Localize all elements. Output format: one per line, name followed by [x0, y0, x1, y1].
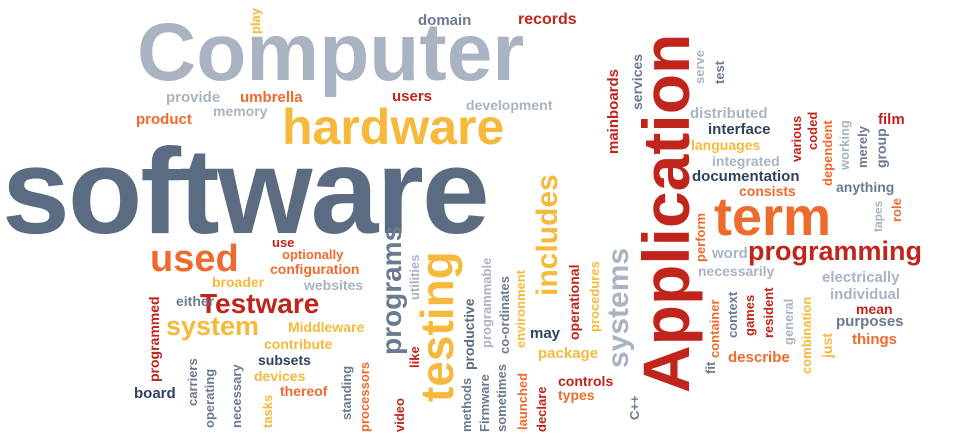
word-cpp: C++	[627, 395, 642, 420]
word-productive: productive	[461, 298, 477, 370]
word-thereof: thereof	[280, 383, 328, 399]
word-product: product	[136, 111, 192, 128]
word-sometimes: sometimes	[494, 364, 509, 432]
word-firmware: Firmware	[477, 374, 492, 432]
word-word: word	[712, 245, 748, 262]
word-mean: mean	[856, 301, 893, 317]
word-users: users	[392, 88, 433, 105]
word-documentation: documentation	[692, 168, 800, 185]
word-things: things	[852, 331, 897, 348]
word-environment: environment	[513, 269, 528, 348]
word-working: working	[837, 120, 852, 170]
word-games: games	[742, 294, 757, 336]
word-languages: languages	[691, 137, 761, 153]
word-combination: combination	[799, 296, 814, 374]
word-either: either	[176, 293, 215, 309]
word-launched: launched	[515, 372, 530, 430]
word-test: test	[712, 60, 727, 84]
word-film: film	[878, 111, 905, 128]
word-records: records	[518, 11, 577, 28]
word-anything: anything	[836, 179, 895, 195]
word-context: context	[725, 291, 740, 338]
word-operating: operating	[202, 368, 217, 428]
word-development: development	[466, 97, 553, 113]
word-standing: standing	[339, 365, 354, 420]
word-programs: programs	[376, 225, 407, 355]
word-testware: Testware	[200, 288, 320, 319]
word-middleware: Middleware	[288, 319, 365, 335]
word-devices: devices	[254, 368, 306, 384]
word-describe: describe	[728, 349, 790, 366]
word-subsets: subsets	[258, 352, 311, 368]
word-general: general	[781, 298, 796, 345]
word-system: system	[166, 311, 260, 341]
word-play: play	[248, 7, 263, 34]
word-package: package	[538, 345, 599, 362]
word-electrically: electrically	[822, 269, 900, 286]
word-software: software	[2, 123, 490, 259]
word-may: may	[530, 325, 561, 342]
word-coded: coded	[805, 111, 820, 150]
word-services: services	[629, 53, 645, 110]
word-utilities: utilities	[407, 254, 422, 300]
word-perform: perform	[693, 212, 708, 262]
word-consists: consists	[739, 183, 796, 199]
word-includes: includes	[531, 174, 564, 296]
word-board: board	[134, 385, 176, 402]
word-types: types	[558, 387, 595, 403]
word-use: use	[272, 235, 295, 250]
word-programmed: programmed	[146, 296, 162, 382]
word-carriers: carriers	[185, 358, 200, 406]
word-serve: serve	[692, 50, 707, 84]
word-distributed: distributed	[690, 105, 768, 122]
word-resident: resident	[761, 287, 776, 338]
word-necessarily: necessarily	[698, 263, 775, 279]
word-purposes: purposes	[836, 313, 904, 330]
word-configuration: configuration	[270, 261, 360, 277]
word-various: various	[789, 115, 804, 162]
word-controls: controls	[558, 373, 614, 389]
word-integrated: integrated	[712, 153, 780, 169]
word-interface: interface	[708, 121, 771, 138]
word-group: group	[873, 128, 889, 168]
word-tapes: tapes	[871, 200, 885, 232]
word-just: just	[819, 333, 835, 358]
word-programmable: programmable	[479, 257, 494, 348]
word-broader: broader	[212, 274, 265, 290]
word-individual: individual	[830, 286, 901, 303]
word-domain: domain	[418, 12, 472, 29]
word-term: term	[714, 187, 832, 247]
word-operational: operational	[566, 264, 582, 340]
word-computer: Computer	[137, 7, 525, 98]
word-used: used	[150, 238, 239, 280]
word-role: role	[889, 198, 904, 222]
word-methods: methods	[459, 377, 474, 432]
word-programming: programming	[748, 236, 923, 266]
word-hardware: hardware	[282, 99, 505, 155]
word-declare: declare	[534, 386, 549, 432]
word-container: container	[707, 299, 722, 358]
word-like: like	[407, 346, 422, 368]
word-procedures: procedures	[587, 261, 602, 332]
word-mainboards: mainboards	[605, 68, 622, 154]
word-tasks: tasks	[260, 394, 275, 428]
word-systems: systems	[602, 247, 635, 368]
word-contribute: contribute	[264, 336, 333, 352]
word-necessary: necessary	[229, 364, 244, 428]
word-video: video	[392, 398, 407, 432]
word-processors: processors	[357, 361, 372, 432]
word-optionally: optionally	[282, 247, 344, 262]
word-umbrella: umbrella	[240, 89, 303, 106]
word-memory: memory	[213, 103, 268, 119]
word-co-ordinates: co-ordinates	[497, 275, 512, 354]
word-dependent: dependent	[820, 120, 835, 186]
word-provide: provide	[166, 89, 221, 106]
word-fit: fit	[703, 361, 718, 374]
word-websites: websites	[304, 277, 364, 293]
word-merely: merely	[855, 126, 870, 168]
